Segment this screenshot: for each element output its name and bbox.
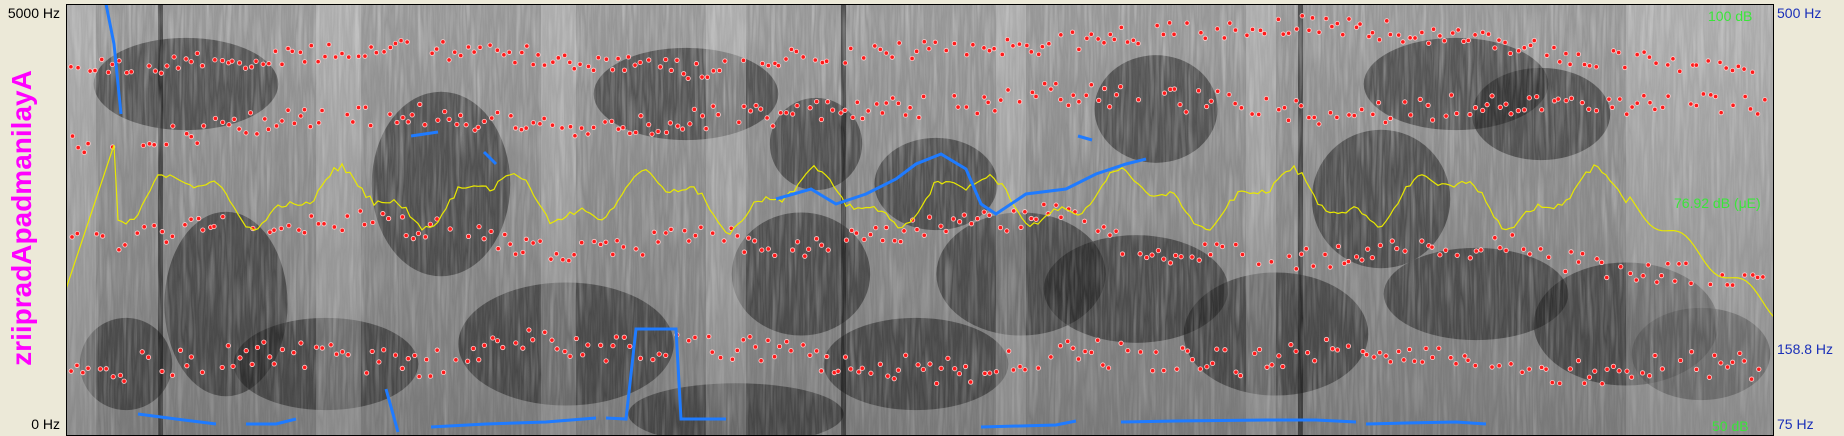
formant-tracks xyxy=(68,13,1768,387)
pitch-top-label: 500 Hz xyxy=(1777,5,1822,21)
spectrogram-panel[interactable]: 100 dB 76.92 dB (μE) 50 dB xyxy=(66,4,1774,436)
intensity-bottom-label: 50 dB xyxy=(1712,418,1749,434)
intensity-top-label: 100 dB xyxy=(1708,8,1753,24)
freq-top-label: 5000 Hz xyxy=(7,5,60,21)
pitch-bottom-label: 75 Hz xyxy=(1777,416,1814,432)
freq-bottom-label: 0 Hz xyxy=(31,416,60,432)
pitch-contour xyxy=(104,4,1487,433)
spectrogram-canvas xyxy=(66,4,1774,436)
intensity-curve xyxy=(66,144,1774,318)
tier-word-label[interactable]: zriipradApadmanilayA xyxy=(0,0,44,436)
pitch-mid-label: 158.8 Hz xyxy=(1777,341,1834,357)
word-text: zriipradApadmanilayA xyxy=(6,70,37,366)
intensity-cursor-label: 76.92 dB (μE) xyxy=(1674,195,1761,211)
